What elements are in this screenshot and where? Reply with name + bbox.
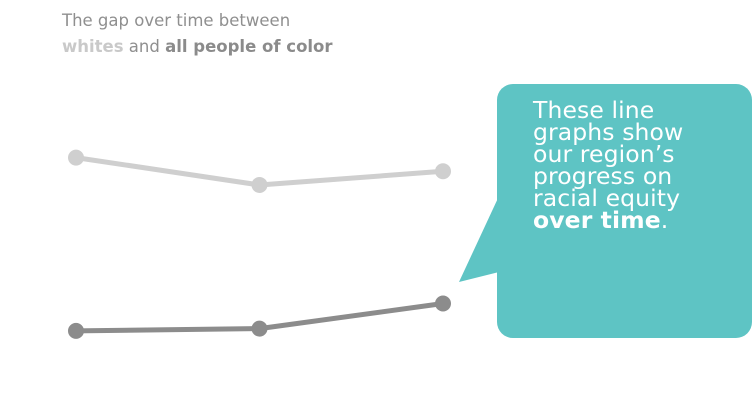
callout-line-2: graphs show <box>533 118 684 146</box>
callout-pointer <box>459 196 499 282</box>
callout-line-6: over time. <box>533 206 748 234</box>
data-point-whites-2 <box>251 176 268 193</box>
legend-people-of-color-label: all people of color <box>165 37 333 56</box>
callout-line-4: progress on <box>533 162 673 190</box>
data-point-all-people-of-color-2 <box>251 320 268 337</box>
data-point-all-people-of-color-1 <box>68 322 84 339</box>
title-and-text: and <box>123 37 166 56</box>
series-layer <box>68 149 451 339</box>
callout-period: . <box>660 206 669 234</box>
callout-line-3: our region’s <box>533 140 675 168</box>
legend-whites-label: whites <box>62 37 124 56</box>
title-line-1: The gap over time between <box>62 11 291 30</box>
data-point-whites-1 <box>68 149 84 166</box>
title-line-2: whites and all people of color <box>62 34 482 60</box>
callout-line-1: These line <box>533 96 655 124</box>
callout-text: These line graphs show our region’s prog… <box>533 96 748 234</box>
data-point-whites-3 <box>435 163 451 180</box>
callout-bubble: These line graphs show our region’s prog… <box>459 84 752 338</box>
chart-title: The gap over time between whites and all… <box>62 8 482 60</box>
callout-emphasis: over time <box>533 206 661 234</box>
callout-line-5: racial equity <box>533 184 681 212</box>
data-point-all-people-of-color-3 <box>435 295 451 312</box>
